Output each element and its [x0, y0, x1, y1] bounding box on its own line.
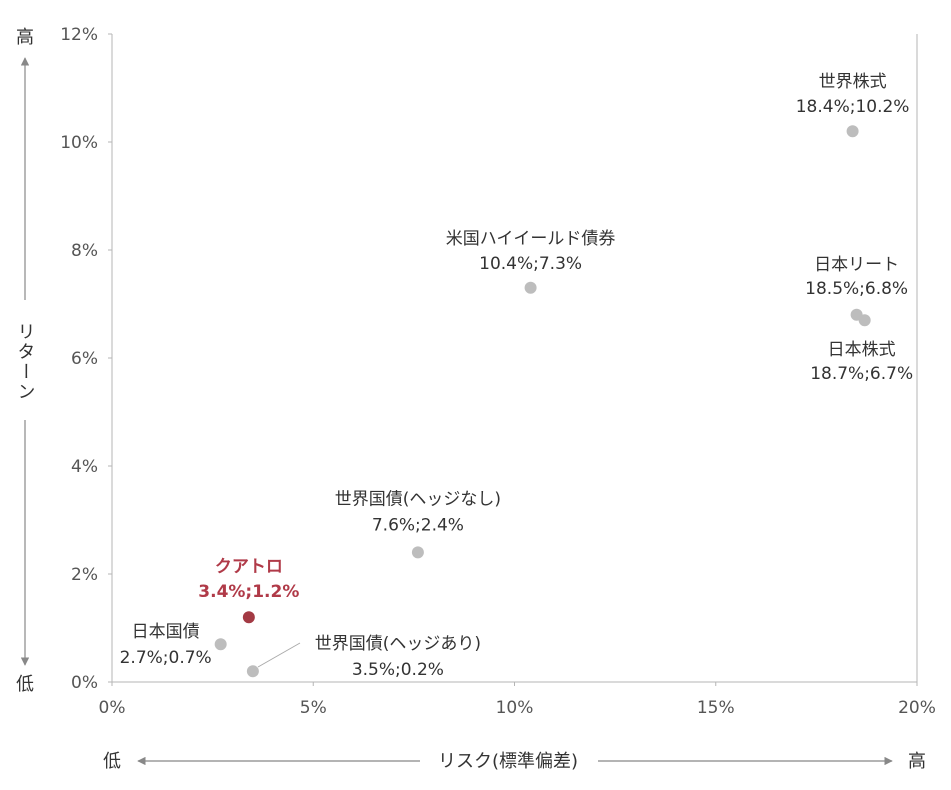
x-tick-label: 0% — [99, 698, 126, 718]
point-name-label: 世界国債(ヘッジなし) — [335, 489, 501, 509]
x-tick-labels: 0% 5% 10% 15% 20% — [99, 682, 936, 718]
y-tick-label: 10% — [60, 133, 98, 153]
leader-line — [257, 642, 301, 668]
scatter-point — [846, 125, 859, 138]
point-name-label: 日本株式 — [828, 340, 896, 360]
point-name-label: クアトロ — [215, 557, 283, 577]
point-value-label: 3.5%;0.2% — [352, 660, 444, 680]
y-tick-label: 6% — [71, 349, 98, 369]
y-axis-title: リターン — [15, 322, 36, 402]
x-tick-label: 15% — [697, 698, 735, 718]
data-points: 世界株式 18.4%;10.2% 米国ハイイールド債券 10.4%;7.3% 日本リート… — [120, 72, 914, 680]
point-name-label: 世界国債(ヘッジあり) — [315, 634, 481, 654]
scatter-point — [524, 281, 537, 294]
x-high-label: 高 — [908, 751, 926, 772]
y-tick-label: 0% — [71, 673, 98, 693]
point-value-label: 3.4%;1.2% — [198, 582, 299, 602]
scatter-point — [246, 665, 259, 678]
point-value-label: 18.4%;10.2% — [796, 97, 910, 117]
point-name-label: 米国ハイイールド債券 — [446, 229, 616, 249]
point-name-label: 日本リート — [814, 255, 899, 275]
y-high-label: 高 — [16, 27, 34, 48]
point-name-label: 世界株式 — [819, 72, 887, 92]
point-name-label: 日本国債 — [132, 622, 200, 642]
scatter-point — [411, 546, 424, 559]
x-tick-label: 20% — [898, 698, 936, 718]
point-value-label: 7.6%;2.4% — [372, 515, 464, 535]
point-value-label: 18.7%;6.7% — [810, 364, 913, 384]
y-tick-label: 12% — [60, 25, 98, 45]
point-value-label: 2.7%;0.7% — [120, 648, 212, 668]
point-value-label: 18.5%;6.8% — [805, 279, 908, 299]
y-tick-labels: 0% 2% 4% 6% 8% 10% 12% — [60, 25, 112, 693]
scatter-point — [858, 314, 871, 327]
highlight-point — [242, 611, 255, 624]
x-tick-label: 5% — [300, 698, 327, 718]
x-tick-label: 10% — [496, 698, 534, 718]
x-axis-title: リスク(標準偏差) — [438, 751, 578, 772]
y-tick-label: 8% — [71, 241, 98, 261]
scatter-point — [214, 638, 227, 651]
point-value-label: 10.4%;7.3% — [479, 254, 582, 274]
y-tick-label: 2% — [71, 565, 98, 585]
y-tick-label: 4% — [71, 457, 98, 477]
x-low-label: 低 — [103, 751, 121, 772]
y-low-label: 低 — [16, 674, 34, 695]
